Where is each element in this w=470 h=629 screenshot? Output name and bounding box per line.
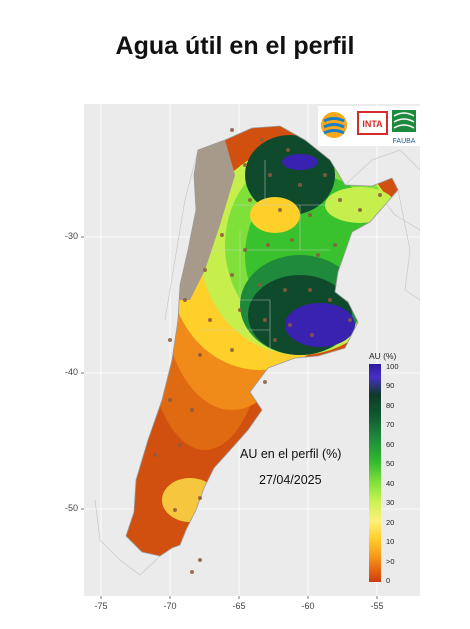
country-outline [125,125,399,557]
y-tick-label: -30 [64,231,78,241]
page-title: Agua útil en el perfil [115,32,355,60]
x-tick-label: -75 [94,601,108,611]
y-tick-label: -40 [64,367,78,377]
map-annotation-title: AU en el perfil (%) [240,447,342,461]
legend-label: 0 [386,576,391,585]
legend-label: 60 [386,440,395,449]
legend-label: 80 [386,401,395,410]
inta-label: INTA [362,119,383,129]
province-borders [200,160,330,360]
x-tick-label: -65 [232,601,246,611]
legend-label: 50 [386,459,395,468]
legend-label: 70 [386,420,395,429]
legend-label: 40 [386,479,395,488]
map-annotation-date: 27/04/2025 [259,473,322,487]
legend-label: 20 [386,518,395,527]
neighbor-borders [94,149,421,576]
axis-tick-marks [81,236,378,599]
legend-label: 30 [386,498,395,507]
x-tick-label: -60 [301,601,315,611]
legend-label: 10 [386,537,395,546]
x-tick-label: -70 [163,601,177,611]
legend-title: AU (%) [369,351,397,361]
legend-label: 90 [386,381,395,390]
logo-icon: INTA FAUBA [318,106,420,146]
institution-logos: INTA FAUBA [318,106,420,146]
legend-color-bar [369,364,381,582]
y-tick-label: -50 [64,503,78,513]
fauba-label: FAUBA [393,138,416,145]
legend-label: 100 [386,362,399,371]
station-dots [153,128,382,574]
x-tick-label: -55 [370,601,384,611]
legend-label: >0 [386,557,395,566]
